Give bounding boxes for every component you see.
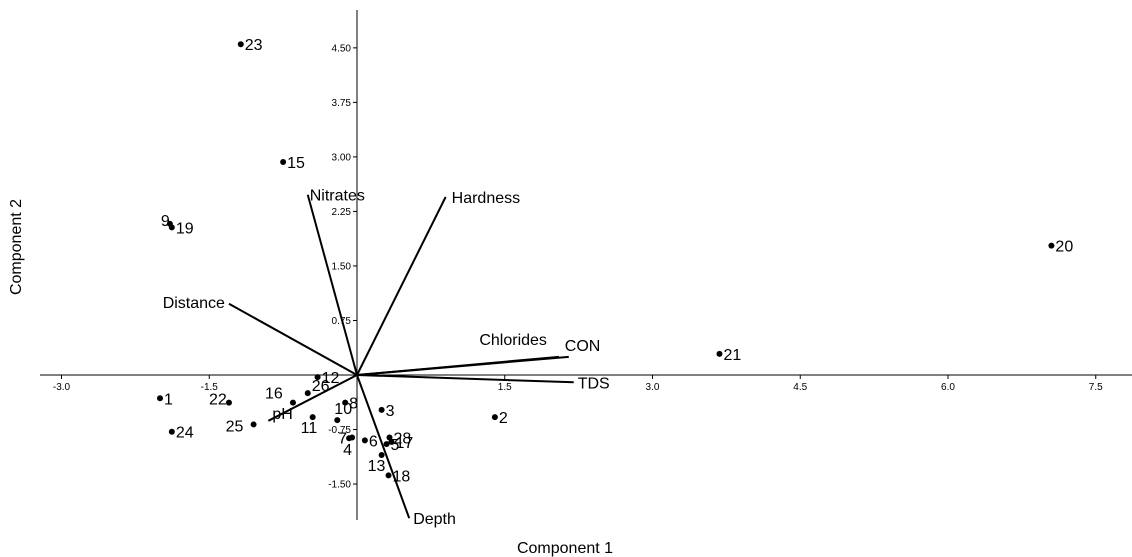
point-18 xyxy=(385,472,392,479)
point-label-19: 19 xyxy=(176,220,194,237)
point-label-9: 9 xyxy=(161,213,170,230)
vector-ph xyxy=(267,374,358,422)
point-20 xyxy=(1048,242,1055,249)
vector-label-chlorides: Chlorides xyxy=(479,332,547,349)
point-26 xyxy=(304,390,311,397)
point-10 xyxy=(334,417,341,424)
vector-label-nitrates: Nitrates xyxy=(310,188,365,205)
y-tick-label: 1.50 xyxy=(332,261,352,272)
x-axis-title: Component 1 xyxy=(517,540,613,557)
vector-label-depth: Depth xyxy=(413,511,456,528)
vector-depth xyxy=(356,374,411,519)
point-label-28: 28 xyxy=(394,431,412,448)
point-7 xyxy=(349,434,356,441)
point-22 xyxy=(225,399,232,406)
point-1 xyxy=(157,395,163,402)
point-label-21: 21 xyxy=(723,347,741,364)
point-19 xyxy=(168,224,175,231)
point-label-4: 4 xyxy=(343,442,352,459)
point-label-10: 10 xyxy=(334,401,352,418)
y-tick-label: 4.50 xyxy=(332,43,352,54)
vector-hardness xyxy=(356,196,447,376)
point-label-17: 17 xyxy=(395,435,413,452)
point-label-25: 25 xyxy=(226,418,244,435)
x-tick-label: 4.5 xyxy=(793,382,807,393)
vector-nitrates xyxy=(306,194,358,376)
point-15 xyxy=(280,158,287,165)
vector-distance xyxy=(228,302,358,376)
x-tick-label: 1.5 xyxy=(498,382,512,393)
y-tick-label: -1.50 xyxy=(328,480,351,491)
vector-label-hardness: Hardness xyxy=(452,190,520,207)
x-tick-label: 6.0 xyxy=(941,382,955,393)
point-label-6: 6 xyxy=(369,433,378,450)
point-25 xyxy=(250,421,257,428)
point-label-8: 8 xyxy=(349,396,358,413)
y-axis: 4.503.753.002.251.500.75-0.75-1.50 xyxy=(328,10,358,520)
point-23 xyxy=(237,41,244,48)
x-tick-label: 3.0 xyxy=(646,382,660,393)
point-21 xyxy=(716,350,723,357)
x-axis: -3.0 -1.5 1.5 3.0 4.5 6.0 7.5 xyxy=(40,374,1132,393)
point-2 xyxy=(491,414,498,421)
point-label-7: 7 xyxy=(338,431,347,448)
point-12 xyxy=(314,374,321,381)
point-6 xyxy=(361,437,368,444)
point-label-12: 12 xyxy=(322,370,340,387)
vector-label-tds: TDS xyxy=(578,375,610,392)
point-label-20: 20 xyxy=(1055,239,1073,256)
x-tick-label: -1.5 xyxy=(201,382,219,393)
point-label-2: 2 xyxy=(499,410,508,427)
loading-vectors: Nitrates Hardness Distance Chlorides CON TDS p… xyxy=(163,188,610,529)
point-24 xyxy=(168,428,175,435)
point-label-22: 22 xyxy=(209,392,227,409)
y-tick-label: 3.75 xyxy=(332,98,352,109)
point-5 xyxy=(383,441,390,448)
point-28 xyxy=(386,434,393,441)
point-label-5: 5 xyxy=(391,437,400,454)
vector-tds xyxy=(356,374,574,384)
point-label-13: 13 xyxy=(368,458,386,475)
vector-label-con: CON xyxy=(565,338,601,355)
point-label-3: 3 xyxy=(386,403,395,420)
point-13 xyxy=(378,451,385,458)
vector-label-ph: pH xyxy=(272,406,292,423)
vector-label-distance: Distance xyxy=(163,295,225,312)
x-tick-label: 7.5 xyxy=(1089,382,1103,393)
point-label-24: 24 xyxy=(176,425,194,442)
point-label-23: 23 xyxy=(245,37,263,54)
point-label-16: 16 xyxy=(265,386,283,403)
point-16 xyxy=(289,399,296,406)
x-tick-label: -3.0 xyxy=(53,382,71,393)
point-label-26: 26 xyxy=(312,378,330,395)
point-3 xyxy=(378,406,385,413)
y-axis-title: Component 2 xyxy=(8,199,25,295)
point-label-15: 15 xyxy=(287,155,305,172)
point-8 xyxy=(342,399,349,406)
vector-con xyxy=(356,355,569,376)
y-tick-label: 2.25 xyxy=(332,207,352,218)
y-tick-label: -0.75 xyxy=(328,425,351,436)
point-label-11: 11 xyxy=(301,420,318,437)
y-tick-label: 3.00 xyxy=(332,152,352,163)
point-label-1: 1 xyxy=(164,391,173,408)
point-label-18: 18 xyxy=(393,468,411,485)
point-11 xyxy=(309,414,316,421)
